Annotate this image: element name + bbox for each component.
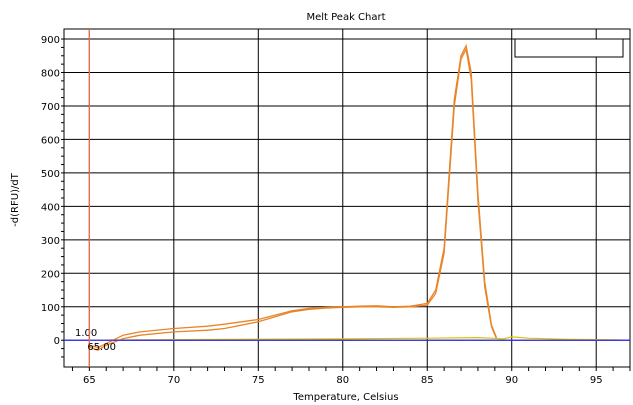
y-tick-label-0: 0	[54, 336, 60, 347]
x-tick-label-90: 90	[505, 375, 518, 386]
y-tick-label-500: 500	[41, 169, 60, 180]
minor-ticks	[61, 38, 631, 371]
legend-box	[514, 38, 624, 58]
melt-curve-2	[89, 43, 498, 349]
y-tick-label-900: 900	[41, 35, 60, 46]
y-tick-label-100: 100	[41, 303, 60, 314]
x-tick-label-80: 80	[336, 375, 349, 386]
x-tick-label-95: 95	[590, 375, 603, 386]
grid-lines	[64, 29, 630, 367]
cursor-label: 65.00	[87, 342, 116, 353]
chart-title: Melt Peak Chart	[306, 12, 385, 23]
y-tick-label-400: 400	[41, 202, 60, 213]
x-tick-label-85: 85	[421, 375, 434, 386]
series-group	[89, 43, 622, 352]
x-tick-label-70: 70	[167, 375, 180, 386]
tick-labels: 65 70 75 80 85 90 95 0 100 200 300 400 500 600 700 800 9…	[41, 35, 603, 386]
plot-frame	[63, 28, 631, 368]
melt-curve-3	[89, 336, 622, 341]
x-tick-label-65: 65	[83, 375, 96, 386]
melt-curve-1	[89, 47, 498, 352]
y-tick-label-800: 800	[41, 69, 60, 80]
y-tick-label-700: 700	[41, 102, 60, 113]
overlay-group: 1.00 65.00	[64, 29, 630, 367]
y-tick-label-600: 600	[41, 135, 60, 146]
threshold-label: 1.00	[75, 328, 97, 339]
x-tick-label-75: 75	[252, 375, 265, 386]
x-axis-label: Temperature, Celsius	[292, 392, 398, 403]
y-tick-label-200: 200	[41, 269, 60, 280]
y-axis-label: -d(RFU)/dT	[10, 172, 21, 226]
y-tick-label-300: 300	[41, 236, 60, 247]
